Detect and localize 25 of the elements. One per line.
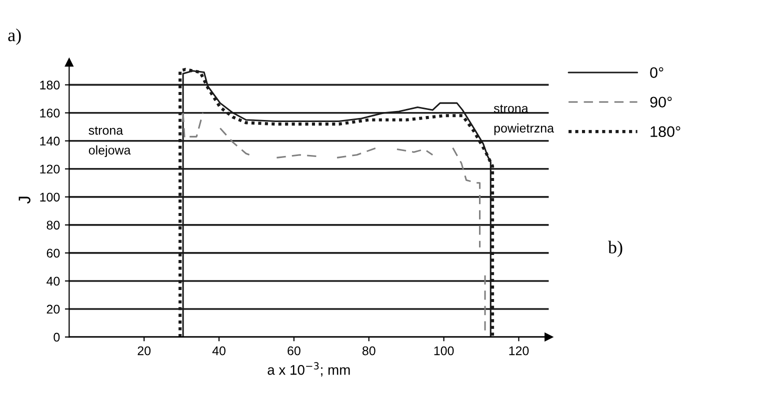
y-tick-label: 20 [46, 304, 60, 314]
y-tick-label: 180 [40, 80, 60, 90]
legend-label: 180° [650, 126, 680, 138]
x-tick-label: 100 [434, 346, 454, 356]
y-tick-label: 0 [54, 332, 60, 342]
text: a) [8, 28, 21, 45]
legend-label: 0° [650, 67, 664, 78]
y-axis-title: J [18, 196, 30, 204]
annotation: strona olejowa [88, 126, 131, 158]
y-tick-label: 140 [40, 136, 60, 146]
x-axis-title: a x 10$^{−3}$; mm [268, 362, 350, 376]
x-tick-label: 80 [362, 346, 376, 356]
y-tick-label: 40 [46, 276, 60, 286]
annotation: strona powietrzna [494, 104, 554, 136]
y-tick-label: 160 [40, 108, 60, 118]
y-tick-label: 100 [40, 192, 60, 202]
y-tick-label: 120 [40, 164, 60, 174]
y-tick-label: 60 [46, 248, 60, 258]
text: b) [608, 240, 622, 258]
x-tick-label: 120 [509, 346, 529, 356]
x-tick-label: 40 [212, 346, 226, 356]
legend-label: 90° [650, 96, 672, 108]
x-tick-label: 60 [288, 346, 300, 356]
x-tick-label: 20 [138, 346, 151, 356]
y-tick-label: 80 [46, 220, 60, 230]
